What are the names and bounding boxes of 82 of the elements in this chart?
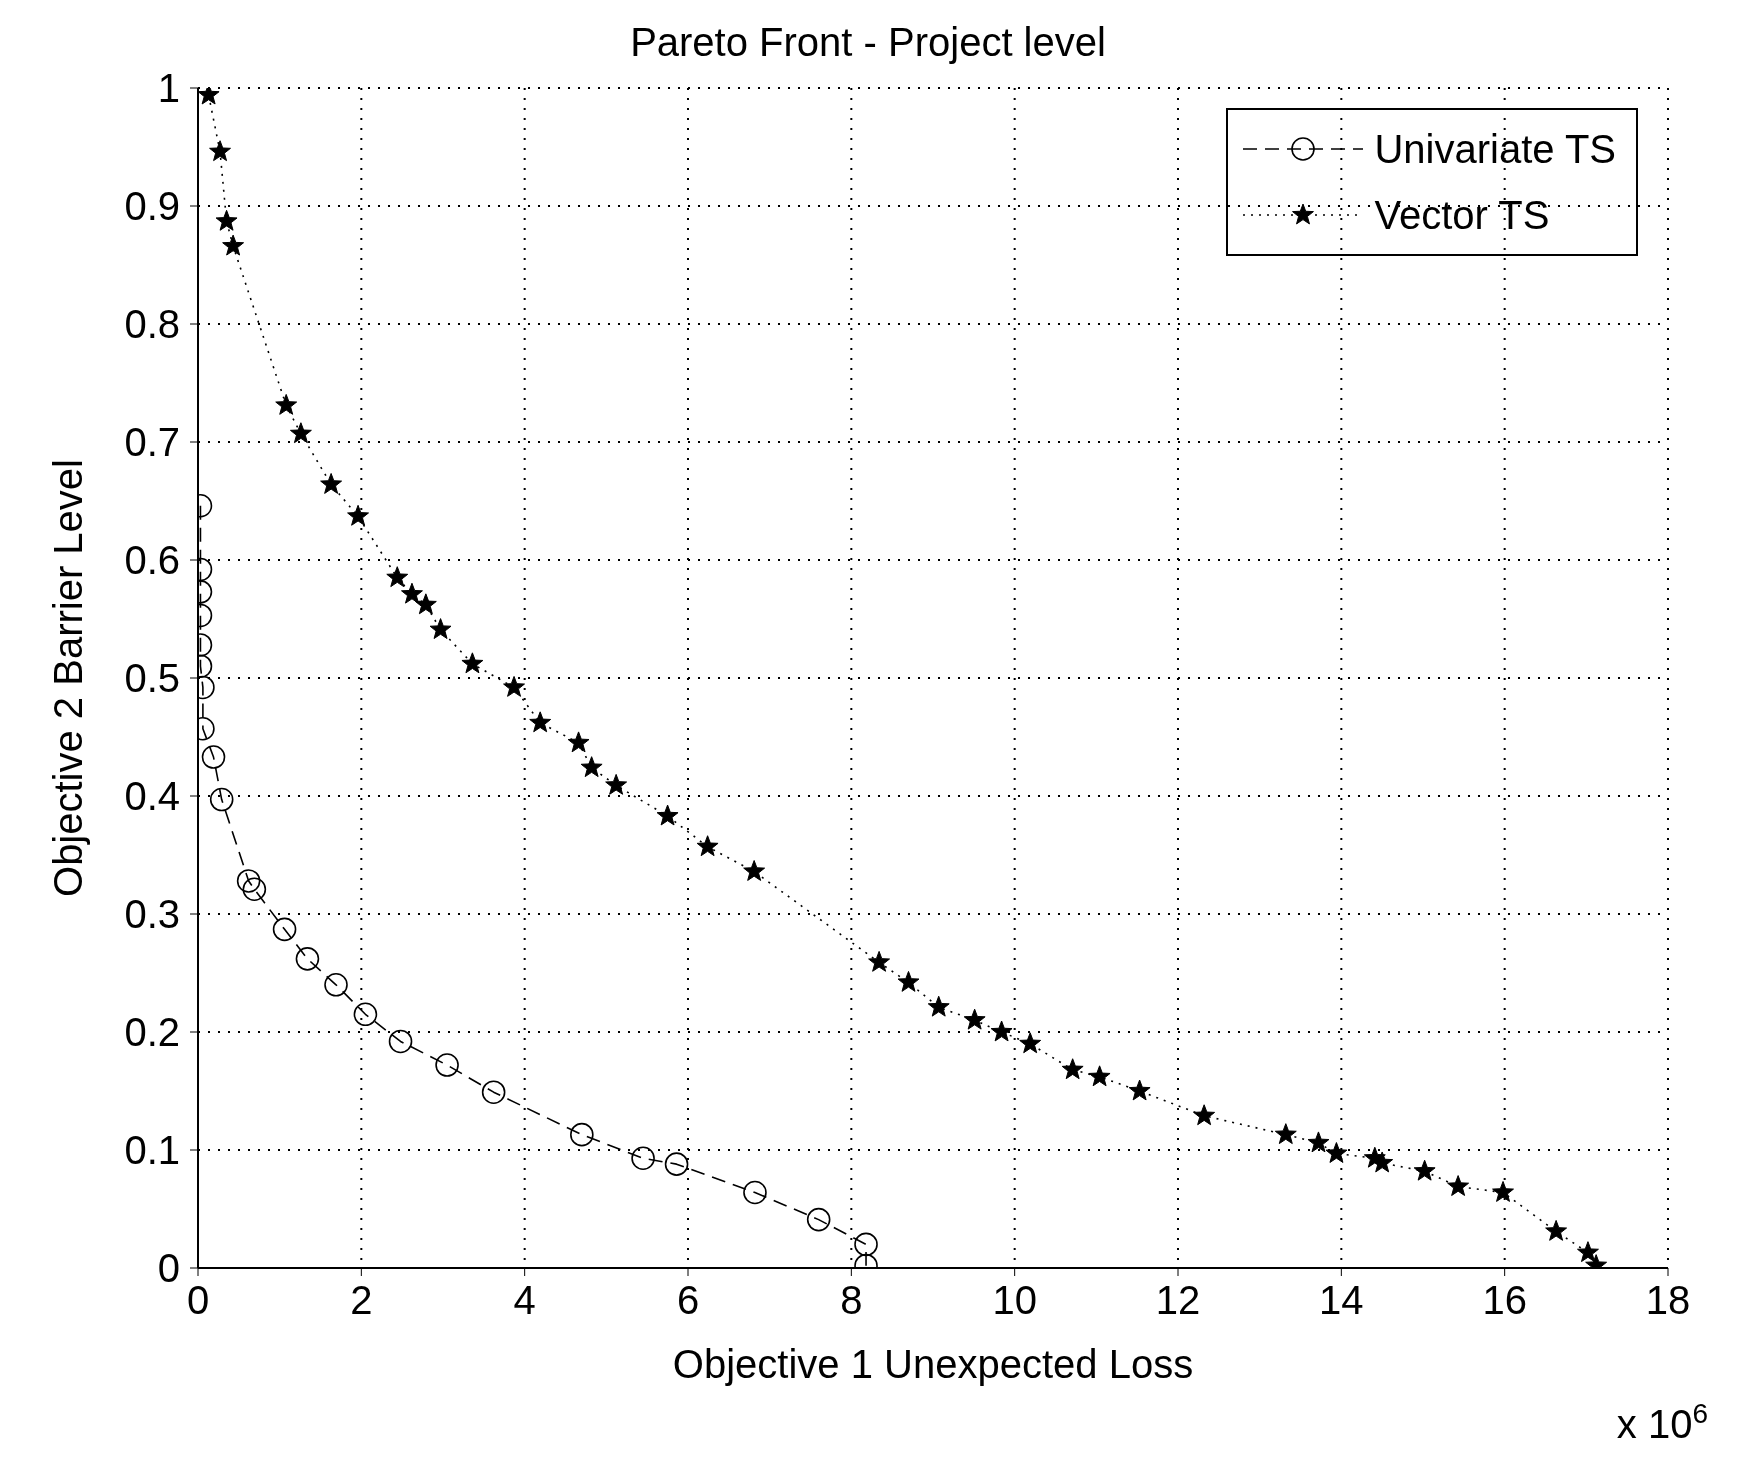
point — [242, 877, 267, 902]
point — [388, 1029, 413, 1054]
point — [201, 745, 226, 769]
y-tick-label: 0.6 — [124, 538, 180, 583]
point — [1274, 1123, 1297, 1145]
chart-title: Pareto Front - Project level — [630, 20, 1106, 64]
y-tick-label: 0.8 — [124, 302, 180, 347]
y-tick-label: 0 — [157, 1246, 180, 1291]
point — [897, 970, 920, 992]
y-tick-label: 0.7 — [124, 420, 180, 465]
point — [215, 209, 238, 231]
point — [1307, 1131, 1330, 1153]
point — [580, 756, 603, 778]
point — [414, 593, 437, 615]
point — [963, 1008, 986, 1030]
y-tick-label: 0.4 — [124, 774, 180, 819]
point — [461, 652, 484, 674]
y-tick-label: 0.3 — [124, 892, 180, 937]
point — [631, 1146, 655, 1171]
x-tick-label: 8 — [840, 1278, 863, 1323]
point — [529, 711, 552, 733]
y-axis-title: Objective 2 Barrier Level — [46, 459, 91, 897]
point — [209, 787, 234, 812]
point — [272, 917, 297, 942]
point — [347, 504, 370, 526]
x-tick-label: 14 — [1319, 1278, 1364, 1323]
point — [289, 422, 312, 444]
x-tick-label: 12 — [1155, 1278, 1201, 1323]
point — [1492, 1180, 1514, 1202]
point — [570, 1122, 594, 1147]
point — [386, 566, 409, 588]
point — [1019, 1032, 1042, 1054]
point — [503, 675, 526, 697]
point — [743, 1180, 767, 1205]
point — [429, 618, 452, 640]
point — [605, 773, 628, 795]
point — [1193, 1104, 1216, 1126]
x-tick-label: 6 — [676, 1278, 700, 1323]
x-axis-title: Objective 1 Unexpected Loss — [672, 1342, 1194, 1386]
x-tick-label: 4 — [513, 1278, 536, 1323]
x-tick-label: 2 — [350, 1278, 373, 1323]
point — [1088, 1065, 1111, 1087]
point — [435, 1053, 459, 1077]
x-tick-label: 0 — [186, 1278, 210, 1323]
point — [743, 860, 766, 881]
y-tick-label: 0.9 — [124, 184, 180, 229]
point — [401, 582, 423, 604]
x-tick-label: 10 — [992, 1278, 1037, 1323]
legend-label: Vector TS — [1374, 192, 1550, 238]
point — [353, 1002, 378, 1027]
point — [209, 140, 232, 162]
point — [854, 1232, 878, 1257]
point — [1061, 1058, 1084, 1080]
y-tick-label: 0.5 — [124, 656, 180, 701]
legend-label: Univariate TS — [1374, 126, 1616, 172]
point — [324, 973, 348, 997]
y-tick-label: 0.2 — [124, 1010, 180, 1055]
point — [567, 731, 590, 753]
point — [275, 393, 298, 415]
point — [696, 835, 719, 857]
point — [656, 804, 679, 826]
point — [1413, 1159, 1436, 1181]
point — [927, 995, 950, 1017]
x-tick-label: 16 — [1482, 1278, 1527, 1323]
point — [236, 869, 261, 893]
point — [320, 472, 343, 494]
point — [1545, 1219, 1568, 1241]
point — [664, 1152, 689, 1176]
point — [1577, 1241, 1599, 1263]
point — [1447, 1175, 1470, 1196]
y-tick-label: 0.1 — [124, 1128, 180, 1173]
point — [868, 950, 891, 972]
point — [222, 234, 245, 256]
point — [806, 1207, 831, 1232]
point — [990, 1020, 1013, 1042]
point — [481, 1080, 506, 1104]
y-tick-label: 1 — [157, 66, 180, 111]
point — [1325, 1142, 1348, 1163]
x-tick-label: 18 — [1645, 1278, 1691, 1323]
point — [1128, 1079, 1151, 1101]
text: x 10$^{6}$ — [1616, 1397, 1708, 1446]
point — [295, 947, 320, 971]
